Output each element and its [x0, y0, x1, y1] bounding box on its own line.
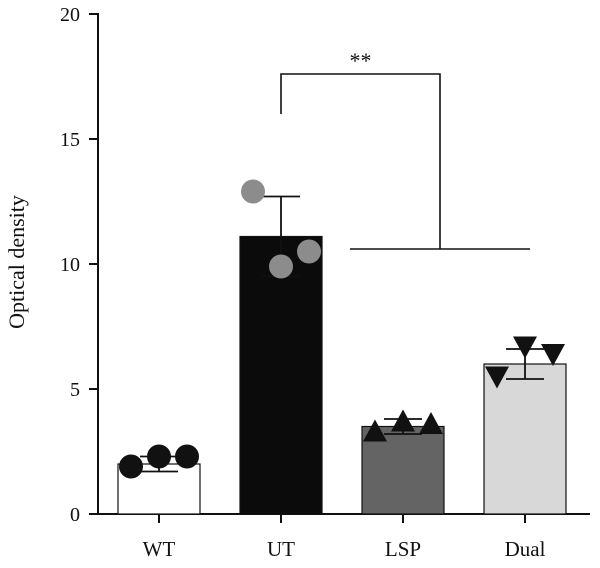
- data-point: [119, 454, 143, 479]
- y-tick-label: 5: [70, 379, 80, 401]
- x-tick-label: LSP: [385, 537, 421, 561]
- y-tick-label: 10: [60, 254, 80, 276]
- data-point: [297, 239, 321, 264]
- data-point: [147, 444, 171, 469]
- data-point: [485, 366, 509, 389]
- y-axis-label: Optical density: [4, 195, 29, 329]
- x-tick-label: UT: [267, 537, 295, 561]
- x-tick-label: Dual: [505, 537, 546, 561]
- data-point: [541, 344, 565, 366]
- data-point: [513, 336, 537, 359]
- data-point: [363, 419, 387, 442]
- bar: [483, 363, 567, 515]
- error-bars-layer: [140, 195, 544, 473]
- data-point: [175, 444, 199, 469]
- data-point: [419, 412, 443, 434]
- data-point: [241, 179, 265, 204]
- significance-bracket: [280, 73, 441, 249]
- data-points-layer: [119, 179, 565, 479]
- significance-layer: **: [280, 48, 530, 250]
- y-tick-label: 0: [70, 504, 80, 526]
- x-tick-label: WT: [143, 537, 176, 561]
- data-point: [391, 409, 415, 432]
- significance-label: **: [350, 48, 372, 73]
- y-tick-label: 15: [60, 129, 80, 151]
- bar: [239, 235, 323, 515]
- data-point: [269, 254, 293, 279]
- y-tick-label: 20: [60, 4, 80, 26]
